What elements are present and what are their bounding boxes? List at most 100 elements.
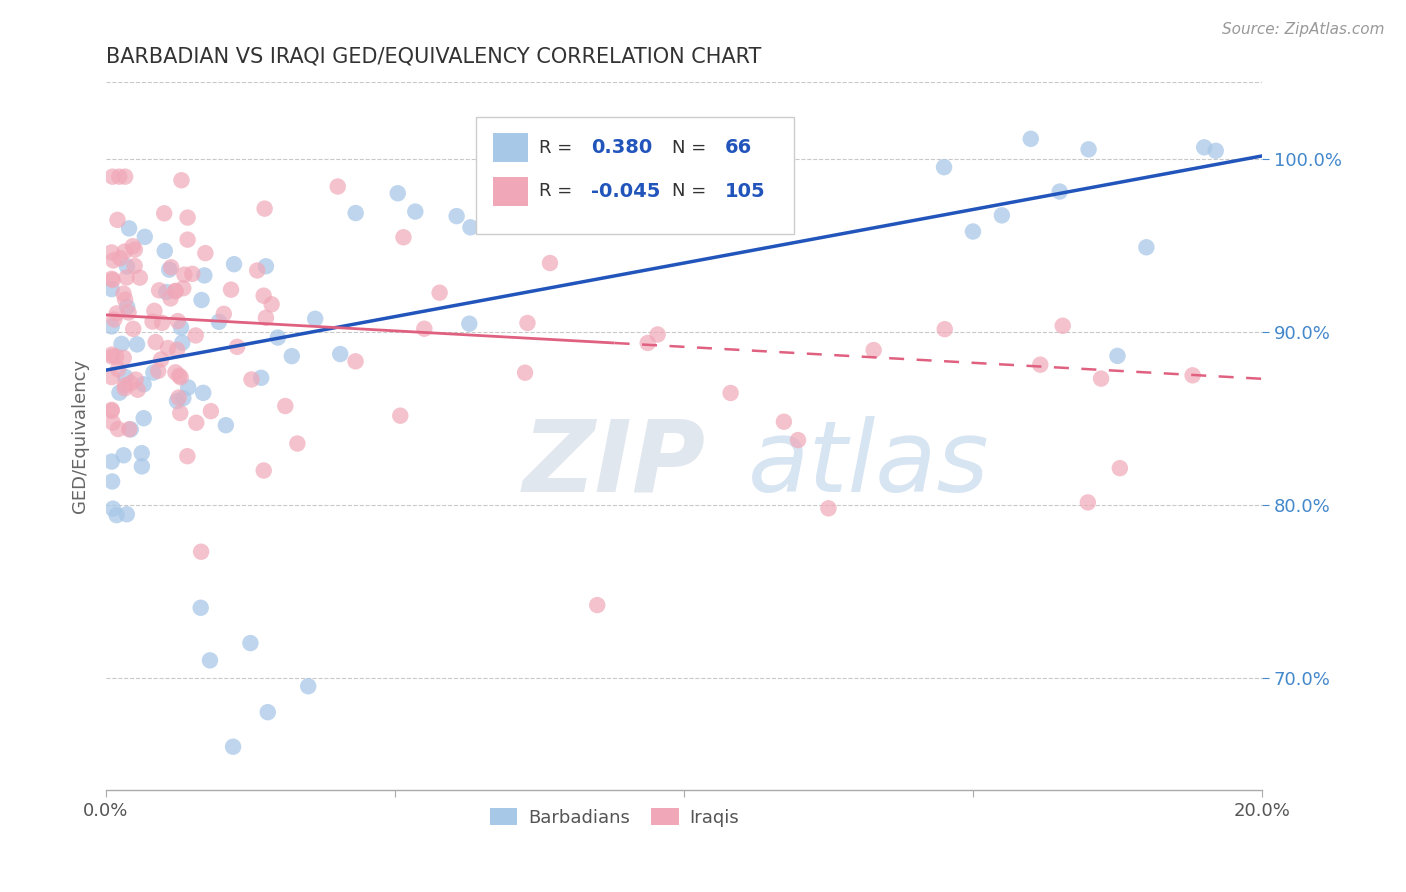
Point [105,350,128,364]
Point [176,211,198,225]
Point [446,209,468,223]
Point [253,288,276,302]
Point [166,314,188,328]
Point [212,307,235,321]
Point [122,322,145,336]
Point [991,208,1014,222]
Point [153,206,176,220]
Text: 66: 66 [724,138,752,157]
Text: Source: ZipAtlas.com: Source: ZipAtlas.com [1222,22,1385,37]
Point [181,267,204,281]
Point [132,411,155,425]
Point [586,598,609,612]
Point [198,653,221,667]
Point [114,244,136,259]
Point [297,679,319,693]
Point [114,378,136,392]
Point [114,370,136,384]
Point [787,433,810,447]
Point [150,352,173,367]
Point [194,246,217,260]
Point [155,285,177,299]
Point [101,350,124,364]
Point [120,376,142,391]
Point [172,391,194,405]
Point [173,268,195,282]
Point [118,221,141,235]
Point [254,260,277,274]
Point [392,230,415,244]
Point [100,348,122,362]
Point [1049,185,1071,199]
Point [1029,358,1052,372]
Point [274,399,297,413]
Point [115,270,138,285]
Point [1077,495,1099,509]
Point [1107,349,1129,363]
Point [165,284,187,298]
Point [100,319,122,334]
Point [143,304,166,318]
Point [103,312,125,326]
Point [267,330,290,344]
Point [177,380,200,394]
Point [256,705,278,719]
Bar [494,178,527,206]
Point [817,501,839,516]
Y-axis label: GED/Equivalency: GED/Equivalency [72,359,89,513]
Point [186,416,208,430]
Point [148,364,170,378]
Text: R =: R = [540,138,572,156]
Bar [494,134,527,161]
Point [184,328,207,343]
Point [101,416,124,430]
Point [160,260,183,275]
Point [720,386,742,401]
Point [193,385,215,400]
Point [166,343,188,357]
Point [176,449,198,463]
Point [132,377,155,392]
Point [1164,11,1187,25]
Point [253,463,276,477]
Point [176,233,198,247]
Point [240,372,263,386]
Point [131,459,153,474]
Text: N =: N = [672,138,707,156]
Point [172,335,194,350]
Point [188,29,211,43]
Point [157,262,180,277]
Point [121,239,143,253]
Point [932,160,955,174]
Point [516,316,538,330]
Point [1052,318,1074,333]
Point [114,169,136,184]
Point [344,354,367,368]
Point [107,362,129,376]
Point [108,385,131,400]
Point [115,508,138,522]
Point [170,173,193,187]
Point [208,315,231,329]
Point [153,244,176,258]
Point [100,454,122,468]
Point [159,292,181,306]
Point [115,260,138,274]
Point [222,257,245,271]
Point [215,418,238,433]
Text: atlas: atlas [748,416,990,513]
Point [226,340,249,354]
Text: R =: R = [540,183,572,201]
Point [148,283,170,297]
Point [1205,144,1227,158]
Point [246,263,269,277]
Point [103,253,125,268]
Point [112,286,135,301]
Point [169,406,191,420]
Point [287,436,309,450]
Point [170,370,193,384]
Point [962,225,984,239]
Point [538,256,561,270]
Point [131,446,153,460]
Point [239,636,262,650]
